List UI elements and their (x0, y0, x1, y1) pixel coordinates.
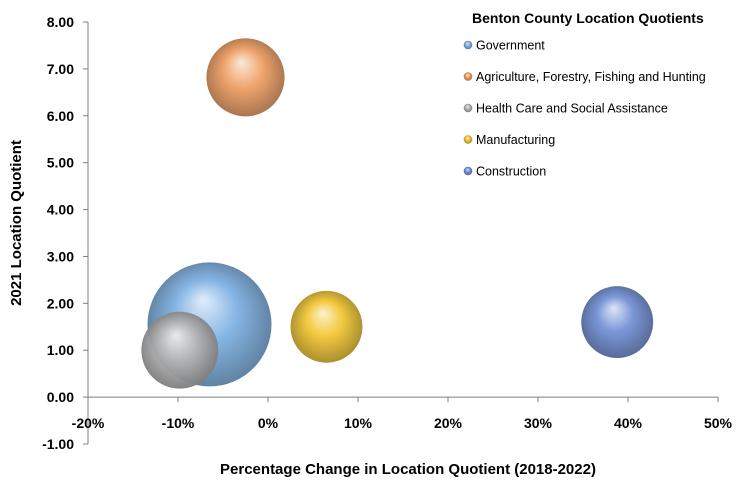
bubble-construction (581, 286, 654, 359)
y-tick-label: 4.00 (47, 202, 74, 218)
y-tick-label: 0.00 (47, 389, 74, 405)
legend-label: Health Care and Social Assistance (476, 102, 668, 116)
legend: Benton County Location Quotients Governm… (463, 10, 706, 179)
y-tick-label: 6.00 (47, 108, 74, 124)
legend-marker (463, 166, 473, 176)
y-tick-label: 3.00 (47, 248, 74, 264)
y-tick-label: 1.00 (47, 342, 74, 358)
legend-label: Manufacturing (476, 133, 555, 147)
x-tick-label: -10% (162, 415, 195, 431)
axes: -1.00 0.00 1.00 2.00 3.00 4.00 5.00 6.00 7.00 8.0… (42, 14, 732, 452)
legend-label: Agriculture, Forestry, Fishing and Hunti… (476, 70, 706, 84)
y-tick-label: 7.00 (47, 61, 74, 77)
legend-title: Benton County Location Quotients (472, 10, 704, 26)
x-tick-label: 30% (524, 415, 553, 431)
x-tick-label: 10% (344, 415, 373, 431)
bubble-manufacturing (290, 290, 363, 363)
x-tick-label: 40% (614, 415, 643, 431)
y-tick-label: 2.00 (47, 295, 74, 311)
legend-marker (463, 103, 473, 113)
bubbles (141, 38, 654, 389)
legend-marker (463, 72, 473, 81)
legend-label: Government (476, 39, 545, 53)
x-axis-title: Percentage Change in Location Quotient (… (220, 461, 596, 478)
legend-label: Construction (476, 165, 546, 179)
x-tick-label: 20% (434, 415, 463, 431)
y-tick-label: -1.00 (42, 436, 74, 452)
x-tick-label: -20% (72, 415, 105, 431)
legend-marker (463, 135, 473, 144)
x-tick-label: 50% (704, 415, 733, 431)
y-tick-label: 8.00 (47, 14, 74, 30)
y-tick-label: 5.00 (47, 155, 74, 171)
x-tick-label: 0% (258, 415, 279, 431)
y-axis-title: 2021 Location Quotient (8, 140, 25, 306)
bubble-health-care-and-social-assistance (141, 311, 219, 389)
bubble-agriculture-forestry-fishing-and-hunting (206, 38, 285, 117)
legend-marker (463, 40, 473, 50)
